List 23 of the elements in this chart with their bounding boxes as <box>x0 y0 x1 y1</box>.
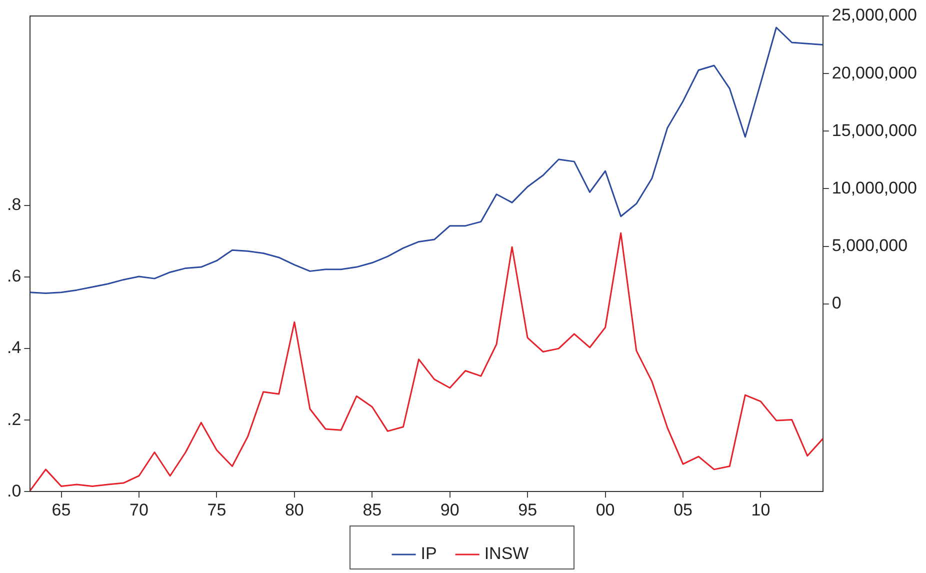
legend-label: IP <box>420 544 437 564</box>
y2-tick-label: 0 <box>832 294 842 313</box>
y2-tick-label: 20,000,000 <box>832 63 918 82</box>
x-tick-label: 90 <box>440 500 460 520</box>
x-tick-label: 10 <box>751 500 770 520</box>
y-tick-label: .8 <box>6 195 22 214</box>
y-tick-label: .2 <box>6 410 22 429</box>
y-tick-label: .6 <box>6 266 22 286</box>
legend-label: INSW <box>484 544 529 564</box>
y-tick-label: .0 <box>6 481 22 500</box>
x-tick-label: 80 <box>284 500 304 520</box>
y-tick-label: .4 <box>6 338 22 358</box>
x-tick-label: 00 <box>596 500 615 520</box>
y2-tick-label: 5,000,000 <box>832 236 908 255</box>
y2-tick-label: 10,000,000 <box>832 178 918 198</box>
y2-tick-label: 25,000,000 <box>832 6 918 25</box>
x-tick-label: 95 <box>518 500 538 520</box>
x-tick-label: 70 <box>130 500 148 520</box>
x-tick-label: 75 <box>207 500 226 520</box>
x-tick-label: 65 <box>52 500 71 520</box>
x-tick-label: 85 <box>362 500 382 520</box>
y2-tick-label: 15,000,000 <box>832 120 918 140</box>
x-tick-label: 05 <box>674 500 692 520</box>
